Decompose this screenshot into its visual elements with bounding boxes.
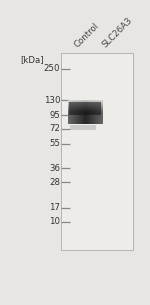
Text: 17: 17 xyxy=(49,203,60,212)
Text: 10: 10 xyxy=(49,217,60,226)
Text: [kDa]: [kDa] xyxy=(20,55,44,64)
Text: 95: 95 xyxy=(49,111,60,120)
Text: 28: 28 xyxy=(49,178,60,187)
Bar xyxy=(69,102,101,115)
Text: 36: 36 xyxy=(49,164,60,173)
Bar xyxy=(70,125,96,130)
Text: 130: 130 xyxy=(44,96,60,105)
Text: 250: 250 xyxy=(44,64,60,73)
Text: 55: 55 xyxy=(49,139,60,148)
Bar xyxy=(61,53,133,250)
Text: SLC26A3: SLC26A3 xyxy=(101,16,134,49)
Text: Control: Control xyxy=(72,21,100,49)
Text: 72: 72 xyxy=(49,124,60,134)
